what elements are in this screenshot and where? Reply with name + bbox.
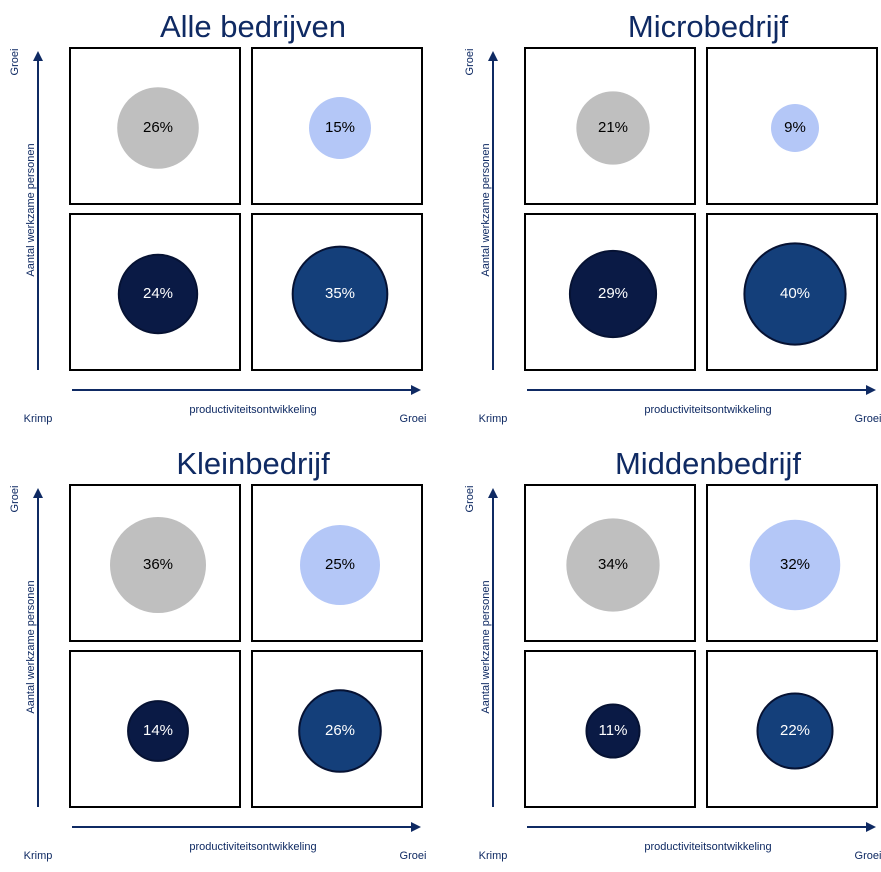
bubble-label: 22% <box>780 722 810 739</box>
bubble <box>127 700 189 762</box>
bubble <box>291 245 389 343</box>
quadrant-box <box>69 484 241 642</box>
quadrant-box <box>69 650 241 808</box>
bubble-label: 34% <box>598 556 628 573</box>
quadrant-box <box>706 484 878 642</box>
x-low-label: Krimp <box>479 413 508 425</box>
y-high-label: Groei <box>9 486 21 513</box>
bubble <box>771 104 819 152</box>
quadrant-box <box>251 213 423 371</box>
x-axis-label: productiviteitsontwikkeling <box>644 841 771 853</box>
y-high-label: Groei <box>9 49 21 76</box>
bubble-label: 11% <box>599 722 628 739</box>
quadrant-box <box>524 484 696 642</box>
bubble-label: 9% <box>784 119 806 136</box>
bubble <box>117 87 199 169</box>
bubble-label: 24% <box>143 285 173 302</box>
x-low-label: Krimp <box>479 850 508 862</box>
bubble <box>309 97 371 159</box>
bubble-label: 26% <box>325 722 355 739</box>
quadrant-box <box>706 47 878 205</box>
bubble-label: 25% <box>325 556 355 573</box>
y-high-label: Groei <box>464 49 476 76</box>
bubble <box>300 525 380 605</box>
y-axis-label: Aantal werkzame personen <box>25 580 37 713</box>
panel-title: Alle bedrijven <box>160 9 346 44</box>
panel-title: Microbedrijf <box>628 9 789 44</box>
y-axis-label: Aantal werkzame personen <box>480 143 492 276</box>
panel-title: Kleinbedrijf <box>176 446 330 481</box>
bubble-label: 29% <box>598 285 628 302</box>
x-axis-label: productiviteitsontwikkeling <box>189 404 316 416</box>
quadrant-box <box>524 213 696 371</box>
x-low-label: Krimp <box>24 413 53 425</box>
bubble-label: 40% <box>780 285 810 302</box>
bubble-label: 14% <box>143 722 173 739</box>
quadrant-box <box>251 47 423 205</box>
y-axis-label: Aantal werkzame personen <box>480 580 492 713</box>
x-axis-label: productiviteitsontwikkeling <box>189 841 316 853</box>
quadrant-box <box>69 213 241 371</box>
quadrant-box <box>69 47 241 205</box>
y-axis-label: Aantal werkzame personen <box>25 143 37 276</box>
quadrant-box <box>524 650 696 808</box>
bubble <box>568 249 658 339</box>
bubble <box>566 518 660 612</box>
x-high-label: Groei <box>855 413 881 425</box>
bubble <box>749 519 841 611</box>
x-high-label: Groei <box>400 850 427 862</box>
bubble-label: 15% <box>325 119 355 136</box>
bubble <box>585 703 641 759</box>
bubble-label: 36% <box>143 556 173 573</box>
bubble <box>743 242 847 346</box>
bubble <box>110 517 206 613</box>
bubble-label: 35% <box>325 285 355 302</box>
bubble <box>756 692 834 770</box>
bubble-label: 32% <box>780 556 810 573</box>
quadrant-box <box>706 213 878 371</box>
quadrant-box <box>524 47 696 205</box>
quadrant-box <box>251 484 423 642</box>
bubble-label: 26% <box>143 119 173 136</box>
quadrant-box <box>706 650 878 808</box>
y-high-label: Groei <box>464 486 476 513</box>
bubble <box>576 91 650 165</box>
x-high-label: Groei <box>855 850 881 862</box>
bubble <box>117 253 199 335</box>
x-low-label: Krimp <box>24 850 53 862</box>
quadrant-box <box>251 650 423 808</box>
x-high-label: Groei <box>400 413 427 425</box>
bubble <box>298 689 382 773</box>
x-axis-label: productiviteitsontwikkeling <box>644 404 771 416</box>
bubble-label: 21% <box>598 119 628 136</box>
panel-title: Middenbedrijf <box>615 446 801 481</box>
